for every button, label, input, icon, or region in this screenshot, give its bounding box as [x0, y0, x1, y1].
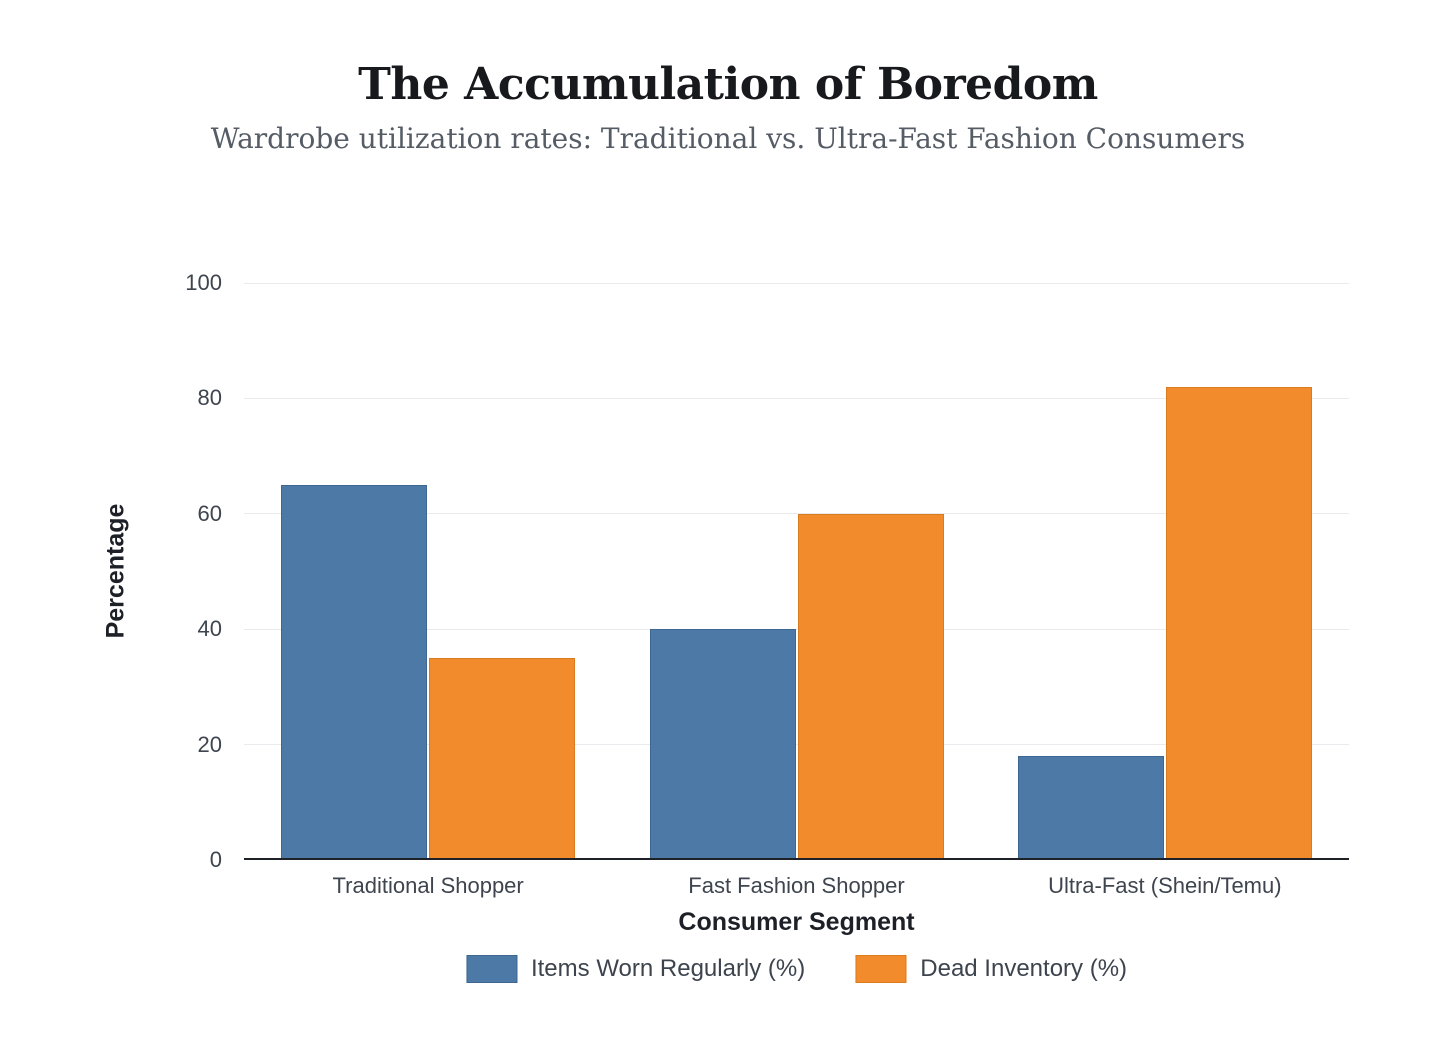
category-label: Fast Fashion Shopper — [688, 873, 905, 898]
legend-swatch — [465, 955, 517, 983]
gridline — [244, 397, 1349, 399]
gridline — [244, 628, 1349, 630]
x-axis-line — [244, 858, 1349, 860]
bar — [1017, 756, 1164, 860]
legend-item: Items Worn Regularly (%) — [465, 955, 806, 983]
legend-label: Items Worn Regularly (%) — [530, 955, 806, 982]
y-tick-label: 60 — [197, 500, 222, 526]
plot-area: 0 20 40 60 80 100 Traditional Shopper Fast Fas… — [102, 270, 1349, 983]
bar — [797, 513, 944, 860]
bar — [281, 484, 428, 860]
x-axis-title: Consumer Segment — [678, 908, 915, 936]
chart-subtitle: Wardrobe utilization rates: Traditional … — [210, 122, 1246, 155]
y-tick-label: 80 — [197, 385, 222, 411]
category-label: Traditional Shopper — [332, 873, 524, 898]
bar — [1165, 386, 1312, 860]
legend: Items Worn Regularly (%) Dead Inventory (… — [465, 955, 1127, 983]
legend-label: Dead Inventory (%) — [920, 955, 1128, 982]
bar — [649, 629, 796, 860]
gridline — [244, 744, 1349, 746]
category-label: Ultra-Fast (Shein/Temu) — [1048, 873, 1282, 898]
legend-swatch — [855, 955, 907, 983]
y-tick-label: 100 — [185, 270, 222, 295]
gridline — [244, 283, 1349, 284]
y-tick-label: 40 — [197, 616, 222, 642]
chart-title: The Accumulation of Boredom — [358, 59, 1098, 110]
gridline — [244, 513, 1349, 515]
y-tick-label: 0 — [209, 847, 222, 872]
y-tick-label: 20 — [197, 731, 222, 757]
bar — [429, 658, 576, 860]
legend-item: Dead Inventory (%) — [855, 955, 1127, 983]
